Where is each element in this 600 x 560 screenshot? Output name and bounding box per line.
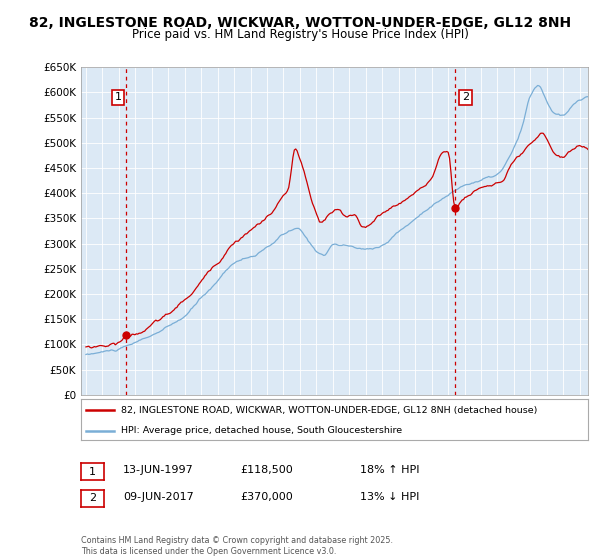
Text: 82, INGLESTONE ROAD, WICKWAR, WOTTON-UNDER-EDGE, GL12 8NH (detached house): 82, INGLESTONE ROAD, WICKWAR, WOTTON-UND… <box>121 405 537 414</box>
Text: 2: 2 <box>461 92 469 102</box>
Text: 09-JUN-2017: 09-JUN-2017 <box>123 492 194 502</box>
Text: 2: 2 <box>89 493 96 503</box>
Text: 82, INGLESTONE ROAD, WICKWAR, WOTTON-UNDER-EDGE, GL12 8NH: 82, INGLESTONE ROAD, WICKWAR, WOTTON-UND… <box>29 16 571 30</box>
Text: 1: 1 <box>115 92 122 102</box>
Text: Contains HM Land Registry data © Crown copyright and database right 2025.
This d: Contains HM Land Registry data © Crown c… <box>81 536 393 556</box>
Text: 13-JUN-1997: 13-JUN-1997 <box>123 465 194 475</box>
Text: £370,000: £370,000 <box>240 492 293 502</box>
Text: £118,500: £118,500 <box>240 465 293 475</box>
Text: 13% ↓ HPI: 13% ↓ HPI <box>360 492 419 502</box>
Text: 1: 1 <box>89 466 96 477</box>
Text: Price paid vs. HM Land Registry's House Price Index (HPI): Price paid vs. HM Land Registry's House … <box>131 28 469 41</box>
Text: HPI: Average price, detached house, South Gloucestershire: HPI: Average price, detached house, Sout… <box>121 426 401 435</box>
Text: 18% ↑ HPI: 18% ↑ HPI <box>360 465 419 475</box>
